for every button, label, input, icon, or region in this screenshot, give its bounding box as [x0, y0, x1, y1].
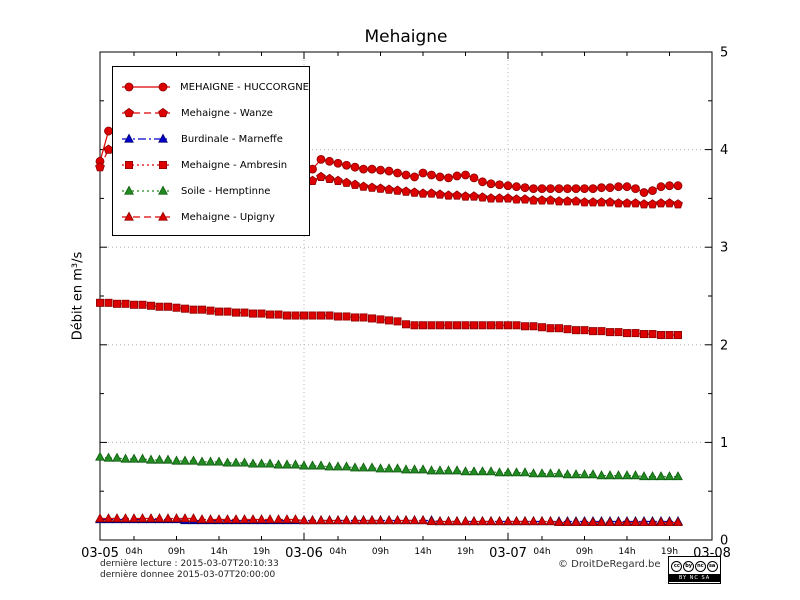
legend-label: Mehaigne - Wanze: [181, 107, 273, 119]
x-minor-tick-label: 09h: [576, 547, 593, 557]
legend-label: Mehaigne - Upigny: [181, 211, 275, 223]
legend-entry: Burdinale - Marneffe: [120, 126, 309, 152]
legend-entry: Mehaigne - Ambresin: [120, 152, 309, 178]
x-minor-tick-label: 09h: [372, 547, 389, 557]
y-tick-label: 2: [720, 338, 728, 353]
x-minor-tick-label: 14h: [210, 547, 227, 557]
x-tick-label: 03-05: [81, 546, 119, 561]
x-minor-tick-label: 19h: [457, 547, 474, 557]
legend-entry: MEHAIGNE - HUCCORGNE: [120, 74, 309, 100]
y-tick-label: 1: [720, 436, 728, 451]
y-tick-label: 5: [720, 46, 728, 61]
x-minor-tick-label: 19h: [661, 547, 678, 557]
x-minor-tick-label: 09h: [168, 547, 185, 557]
series-mehaigne-ambresin: [96, 298, 683, 340]
legend-label: MEHAIGNE - HUCCORGNE: [180, 81, 309, 93]
nc-icon: nc: [694, 560, 706, 572]
by-icon: by: [683, 560, 695, 572]
cc-license-text: BY NC SA: [669, 574, 720, 582]
legend-square-sample-icon: [122, 161, 170, 169]
legend-triangle-sample-icon: [122, 211, 170, 221]
legend-label: Mehaigne - Ambresin: [181, 159, 288, 171]
sa-icon: sa: [706, 560, 718, 572]
x-minor-tick-label: 04h: [533, 547, 550, 557]
x-minor-tick-label: 19h: [253, 547, 270, 557]
series-mehaigne-upigny: [95, 513, 683, 527]
x-tick-label: 03-07: [489, 546, 527, 561]
chart-title: Mehaigne: [364, 27, 448, 47]
cc-icon: cc: [671, 560, 683, 572]
x-minor-tick-label: 04h: [125, 547, 142, 557]
legend-circle-sample-icon: [122, 82, 170, 92]
y-axis-title: Débit en m³/s: [70, 251, 86, 341]
x-minor-tick-label: 04h: [329, 547, 346, 557]
legend-label: Burdinale - Marneffe: [181, 133, 283, 145]
legend-entry: Mehaigne - Upigny: [120, 204, 309, 230]
x-minor-tick-label: 14h: [414, 547, 431, 557]
legend-pentagon-sample-icon: [122, 107, 170, 118]
footer-last-reading: dernière lecture : 2015-03-07T20:10:33: [100, 559, 279, 569]
copyright: © DroitDeRegard.be: [558, 559, 661, 570]
y-tick-label: 0: [720, 534, 728, 549]
x-tick-label: 03-06: [285, 546, 323, 561]
x-minor-tick-label: 14h: [618, 547, 635, 557]
footer-last-data: dernière donnee 2015-03-07T20:00:00: [100, 570, 276, 580]
cc-license-badge[interactable]: cc by nc sa BY NC SA: [668, 556, 721, 584]
y-tick-label: 3: [720, 241, 728, 256]
legend-label: Soile - Hemptinne: [181, 185, 271, 197]
legend-triangle-sample-icon: [122, 185, 170, 195]
y-tick-label: 4: [720, 143, 728, 158]
legend-entry: Mehaigne - Wanze: [120, 100, 309, 126]
series-soile-hemptinne: [95, 451, 683, 481]
cc-icons-row: cc by nc sa: [669, 557, 720, 574]
legend-triangle-sample-icon: [122, 133, 170, 143]
legend-entry: Soile - Hemptinne: [120, 178, 309, 204]
legend: MEHAIGNE - HUCCORGNE Mehaigne - Wanze Burd…: [112, 66, 310, 236]
